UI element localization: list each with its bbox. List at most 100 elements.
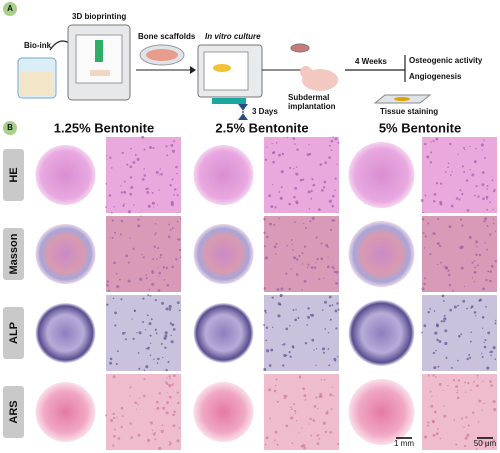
tissue-section — [193, 303, 254, 363]
cell — [179, 256, 182, 258]
cell — [432, 351, 435, 355]
cell — [465, 416, 468, 419]
cell — [272, 160, 275, 164]
cell — [145, 274, 147, 276]
cell — [330, 228, 333, 231]
cell — [457, 389, 459, 391]
cell — [124, 338, 127, 341]
cell — [124, 331, 126, 334]
cell — [173, 188, 177, 191]
micrograph — [422, 216, 497, 292]
cell — [436, 427, 439, 430]
row-label-box — [3, 307, 24, 359]
cell — [141, 135, 145, 139]
cell — [337, 308, 340, 311]
cell — [177, 238, 181, 241]
cell — [331, 194, 335, 198]
cell — [315, 396, 318, 399]
cell — [461, 165, 464, 168]
cell — [435, 349, 437, 352]
cell — [481, 315, 485, 319]
cell — [165, 266, 169, 270]
cell — [438, 244, 442, 248]
cell — [116, 285, 120, 289]
cell — [460, 245, 464, 249]
cell — [464, 391, 467, 393]
cell — [468, 356, 472, 359]
cell — [443, 405, 445, 407]
cell — [333, 219, 336, 222]
column-header: 5% Bentonite — [379, 120, 461, 135]
row-label: ALP — [8, 322, 20, 344]
cell — [172, 374, 176, 378]
cell — [332, 394, 334, 397]
cell — [297, 316, 300, 319]
cell — [494, 260, 498, 263]
cell — [301, 252, 304, 255]
cell — [151, 282, 155, 286]
cell — [120, 191, 123, 194]
cell — [442, 389, 444, 391]
cell — [318, 437, 321, 440]
cell — [478, 399, 482, 403]
cell — [450, 366, 453, 369]
cell — [294, 143, 296, 145]
cell — [155, 332, 158, 335]
cell — [291, 345, 295, 348]
cell — [265, 339, 268, 342]
cell — [159, 168, 162, 170]
cell — [448, 142, 452, 146]
cell — [286, 136, 289, 138]
step-label: 3 Days — [252, 107, 278, 116]
cell — [168, 441, 171, 443]
cell — [318, 278, 321, 281]
cell — [427, 374, 430, 377]
cell — [116, 416, 118, 419]
cell — [269, 222, 271, 225]
cell — [300, 444, 304, 448]
cell — [139, 277, 143, 281]
cell — [311, 338, 315, 342]
cell — [443, 317, 447, 321]
cell — [466, 307, 468, 310]
cell — [264, 443, 267, 446]
cell — [313, 405, 317, 408]
micrograph — [106, 216, 181, 292]
cell — [149, 421, 154, 425]
cell — [479, 298, 482, 302]
cell — [290, 406, 292, 408]
tissue-section — [348, 300, 415, 366]
cell — [336, 163, 338, 165]
cell — [484, 217, 488, 221]
cell — [168, 304, 172, 309]
cell — [334, 309, 338, 313]
cell — [457, 379, 460, 382]
cell — [168, 384, 172, 388]
cell — [424, 142, 427, 146]
cell — [129, 165, 133, 169]
cell — [273, 389, 277, 393]
cell — [276, 443, 279, 446]
cell — [151, 191, 154, 194]
row-label: HE — [8, 167, 20, 182]
cell — [146, 190, 150, 194]
cell — [438, 340, 442, 343]
cell — [148, 322, 152, 326]
cell — [331, 304, 334, 307]
cell — [173, 193, 175, 196]
cell — [157, 267, 159, 269]
cell — [275, 242, 278, 245]
cell — [319, 163, 323, 166]
cell — [302, 178, 305, 181]
cell — [114, 311, 117, 315]
cell — [165, 145, 168, 148]
cell — [423, 324, 427, 328]
micrograph — [264, 216, 339, 292]
cell — [292, 309, 295, 312]
cell — [460, 266, 464, 270]
cell — [149, 295, 152, 297]
cell — [280, 287, 284, 291]
cell — [151, 270, 154, 272]
cell — [448, 283, 452, 287]
